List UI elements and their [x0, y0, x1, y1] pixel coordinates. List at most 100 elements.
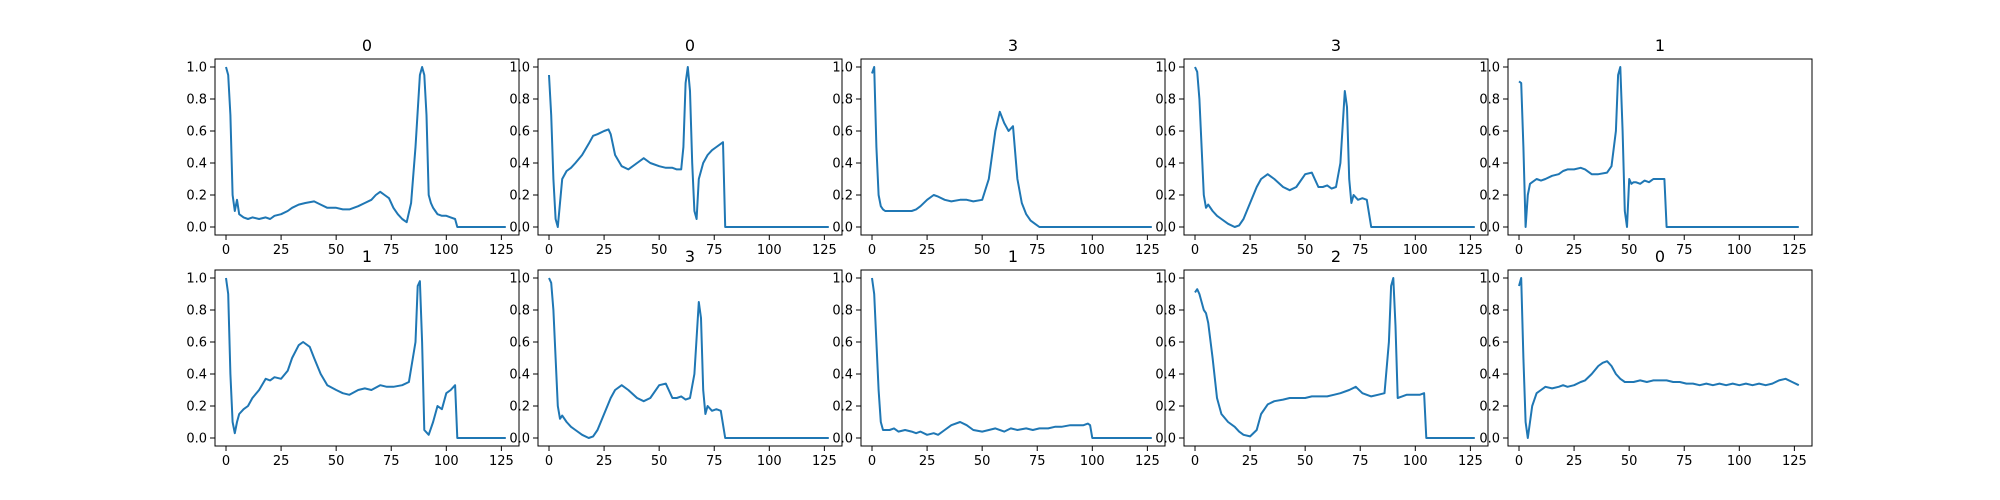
y-tick-label: 0.6: [832, 125, 853, 140]
x-tick-label: 0: [1191, 454, 1199, 469]
x-tick-label: 125: [489, 454, 514, 469]
y-tick-label: 0.4: [1155, 368, 1176, 383]
y-tick-label: 0.2: [509, 189, 530, 204]
subplot-title: 3: [1008, 36, 1018, 55]
x-tick-label: 50: [1297, 454, 1314, 469]
y-tick-label: 1.0: [509, 61, 530, 76]
series-line: [1194, 277, 1475, 439]
y-tick-label: 0.6: [186, 336, 207, 351]
x-tick-label: 125: [489, 243, 514, 258]
subplot-8: 2 0 25 50 75 100 125 0.0 0.2 0.4 0.6 0.8 1.0: [1155, 247, 1489, 469]
series-line: [871, 66, 1152, 228]
y-tick-label: 0.2: [1479, 400, 1500, 415]
x-tick-label: 0: [222, 454, 230, 469]
x-tick-label: 25: [1566, 243, 1583, 258]
y-tick-label: 0.8: [1155, 304, 1176, 319]
x-tick-label: 0: [1515, 243, 1523, 258]
y-tick-label: 0.0: [186, 432, 207, 447]
x-tick-label: 75: [1352, 243, 1369, 258]
y-tick-label: 0.0: [509, 221, 530, 236]
x-tick-label: 75: [1029, 454, 1046, 469]
x-tick-label: 75: [706, 454, 723, 469]
subplot-title: 2: [1331, 247, 1341, 266]
y-tick-label: 0.6: [509, 125, 530, 140]
subplot-title: 0: [362, 36, 372, 55]
x-tick-label: 100: [757, 454, 782, 469]
plot-frame: [537, 58, 843, 236]
y-tick-label: 0.0: [1155, 432, 1176, 447]
x-tick-label: 100: [1403, 243, 1428, 258]
x-tick-label: 100: [1727, 454, 1752, 469]
plot-frame: [214, 269, 520, 447]
y-tick-label: 0.4: [1479, 368, 1500, 383]
plot-frame: [1183, 58, 1489, 236]
y-tick-label: 0.8: [832, 304, 853, 319]
y-tick-label: 0.0: [186, 221, 207, 236]
subplot-3: 3 0 25 50 75 100 125 0.0 0.2 0.4 0.6 0.8 1.0: [1155, 36, 1489, 258]
x-tick-label: 75: [1676, 243, 1693, 258]
y-tick-label: 0.4: [186, 368, 207, 383]
x-tick-label: 75: [1676, 454, 1693, 469]
x-tick-label: 50: [1621, 243, 1638, 258]
y-tick-label: 0.2: [186, 189, 207, 204]
subplot-1: 0 0 25 50 75 100 125 0.0 0.2 0.4 0.6 0.8 1.0: [509, 36, 843, 258]
x-tick-label: 25: [919, 454, 936, 469]
y-tick-label: 0.2: [509, 400, 530, 415]
y-tick-label: 0.8: [1155, 93, 1176, 108]
y-tick-label: 0.4: [1479, 157, 1500, 172]
series-line: [1518, 66, 1799, 228]
x-tick-label: 50: [328, 454, 345, 469]
plot-frame: [537, 269, 843, 447]
y-tick-label: 0.8: [186, 93, 207, 108]
subplot-6: 3 0 25 50 75 100 125 0.0 0.2 0.4 0.6 0.8 1.0: [509, 247, 843, 469]
x-tick-label: 25: [596, 454, 613, 469]
x-tick-label: 100: [1727, 243, 1752, 258]
y-tick-label: 0.6: [832, 336, 853, 351]
x-tick-label: 25: [273, 454, 290, 469]
x-tick-label: 75: [383, 243, 400, 258]
x-tick-label: 50: [328, 243, 345, 258]
y-tick-label: 0.0: [832, 432, 853, 447]
y-tick-label: 0.6: [509, 336, 530, 351]
x-tick-label: 75: [1029, 243, 1046, 258]
x-tick-label: 100: [434, 243, 459, 258]
x-tick-label: 50: [1297, 243, 1314, 258]
x-tick-label: 100: [434, 454, 459, 469]
y-tick-label: 0.0: [1155, 221, 1176, 236]
x-tick-label: 125: [1458, 454, 1483, 469]
series-line: [1194, 66, 1475, 228]
x-tick-label: 100: [1403, 454, 1428, 469]
y-tick-label: 0.8: [1479, 304, 1500, 319]
subplot-9: 0 0 25 50 75 100 125 0.0 0.2 0.4 0.6 0.8 1.0: [1479, 247, 1813, 469]
y-tick-label: 1.0: [186, 272, 207, 287]
x-tick-label: 0: [1191, 243, 1199, 258]
series-line: [1518, 277, 1800, 439]
x-tick-label: 25: [1242, 454, 1259, 469]
y-tick-label: 0.2: [186, 400, 207, 415]
x-tick-label: 125: [1135, 454, 1160, 469]
x-tick-label: 0: [868, 243, 876, 258]
series-line: [548, 66, 829, 228]
y-tick-label: 0.8: [509, 304, 530, 319]
x-tick-label: 25: [596, 243, 613, 258]
y-tick-label: 1.0: [832, 272, 853, 287]
y-tick-label: 1.0: [1155, 272, 1176, 287]
y-tick-label: 0.0: [1479, 221, 1500, 236]
y-tick-label: 0.4: [832, 157, 853, 172]
y-tick-label: 0.4: [186, 157, 207, 172]
series-line: [548, 277, 829, 439]
y-tick-label: 1.0: [1479, 272, 1500, 287]
subplot-title: 0: [1655, 247, 1665, 266]
x-tick-label: 50: [651, 243, 668, 258]
y-tick-label: 0.2: [1155, 189, 1176, 204]
plot-frame: [860, 58, 1166, 236]
y-tick-label: 0.4: [1155, 157, 1176, 172]
y-tick-label: 0.8: [186, 304, 207, 319]
series-line: [225, 66, 506, 228]
x-tick-label: 0: [1515, 454, 1523, 469]
y-tick-label: 0.2: [832, 400, 853, 415]
y-tick-label: 0.6: [1155, 336, 1176, 351]
x-tick-label: 125: [1782, 454, 1807, 469]
y-tick-label: 1.0: [186, 61, 207, 76]
